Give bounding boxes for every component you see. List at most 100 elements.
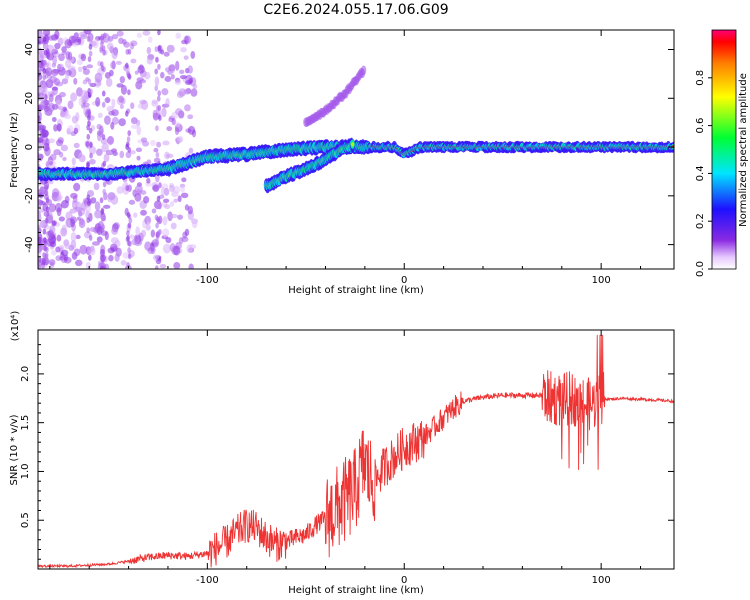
noise-point	[40, 129, 49, 138]
noise-point	[51, 62, 57, 68]
noise-point	[127, 48, 132, 55]
noise-point	[75, 111, 80, 122]
noise-point	[44, 217, 49, 224]
noise-point	[155, 237, 159, 244]
noise-point	[61, 46, 67, 53]
noise-point	[173, 261, 181, 269]
colorbar-ticks: 0.0 0.2 0.4 0.6 0.8	[695, 70, 712, 277]
noise-point	[157, 105, 162, 112]
noise-point	[136, 32, 143, 39]
y-tick-label: 0.5	[20, 512, 31, 528]
noise-point	[85, 261, 92, 269]
noise-point	[45, 161, 50, 168]
noise-point	[42, 68, 47, 75]
snr-plot-area	[38, 334, 674, 569]
noise-point	[38, 263, 42, 269]
noise-point	[42, 228, 47, 235]
noise-point	[163, 188, 170, 196]
noise-point	[100, 40, 104, 47]
noise-point	[72, 202, 79, 208]
noise-point	[165, 98, 170, 108]
noise-point	[162, 216, 168, 226]
noise-point	[116, 186, 124, 194]
y-tick-label: 1.0	[20, 463, 31, 479]
colorbar-tick-label: 0.4	[695, 165, 706, 181]
noise-point	[86, 64, 94, 69]
noise-point	[77, 66, 83, 73]
noise-point	[126, 211, 131, 218]
noise-point	[157, 203, 162, 210]
noise-point	[101, 101, 106, 108]
noise-point	[163, 198, 170, 203]
noise-point	[76, 58, 83, 66]
y-tick-label: 0	[24, 144, 35, 150]
noise-point	[166, 126, 173, 132]
noise-point	[156, 195, 161, 202]
noise-point	[64, 241, 70, 250]
noise-point	[118, 118, 126, 127]
noise-point	[59, 91, 66, 98]
noise-point	[129, 234, 135, 239]
noise-point	[184, 228, 190, 237]
noise-point	[155, 56, 159, 63]
noise-point	[103, 153, 110, 163]
noise-point	[78, 97, 84, 106]
noise-point	[48, 93, 54, 103]
noise-point	[146, 177, 151, 184]
noise-point	[154, 85, 159, 92]
noise-point	[42, 74, 46, 81]
noise-point	[181, 177, 187, 183]
noise-point	[64, 71, 70, 81]
noise-point	[80, 53, 87, 62]
spectrogram-ticks: -100 0 100 -40 -20 0 20 40	[24, 30, 674, 286]
noise-point	[101, 45, 106, 52]
noise-point	[128, 217, 133, 224]
noise-point	[115, 60, 122, 65]
noise-point	[56, 196, 62, 202]
noise-point	[51, 117, 57, 122]
noise-point	[127, 130, 132, 137]
noise-point	[110, 194, 119, 205]
x-tick-label: 0	[401, 275, 407, 286]
noise-point	[130, 102, 135, 110]
noise-point	[160, 186, 165, 197]
noise-point	[92, 241, 100, 246]
noise-point	[146, 57, 153, 65]
noise-point	[187, 125, 196, 135]
noise-point	[103, 204, 111, 209]
noise-point	[139, 99, 147, 105]
noise-point	[73, 77, 78, 85]
noise-point	[135, 226, 140, 236]
noise-point	[146, 46, 152, 55]
noise-point	[152, 109, 158, 119]
noise-point	[73, 182, 81, 192]
noise-point	[52, 188, 60, 198]
noise-point	[67, 100, 74, 110]
noise-point	[187, 65, 193, 74]
noise-point	[38, 199, 42, 208]
noise-point	[157, 30, 161, 36]
noise-point	[174, 79, 182, 85]
noise-point	[157, 45, 162, 52]
noise-point	[51, 249, 57, 256]
noise-point	[65, 51, 70, 60]
noise-point	[174, 127, 180, 136]
noise-point	[38, 61, 42, 66]
noise-point	[86, 194, 91, 201]
noise-point	[156, 95, 161, 102]
noise-point	[169, 201, 175, 207]
noise-point	[89, 88, 93, 95]
snr-multiplier: (x10⁴)	[10, 311, 21, 342]
noise-point	[82, 102, 90, 108]
noise-point	[148, 36, 153, 43]
noise-point	[125, 110, 129, 117]
noise-point	[101, 90, 106, 97]
noise-point	[70, 216, 77, 224]
noise-point	[89, 158, 96, 165]
noise-point	[162, 228, 170, 238]
noise-point	[154, 76, 160, 87]
snr-ticks: -100 0 100 0.5 1.0 1.5 2.0	[20, 330, 674, 586]
noise-point	[89, 82, 97, 88]
noise-point	[126, 70, 130, 77]
noise-point	[48, 203, 57, 213]
